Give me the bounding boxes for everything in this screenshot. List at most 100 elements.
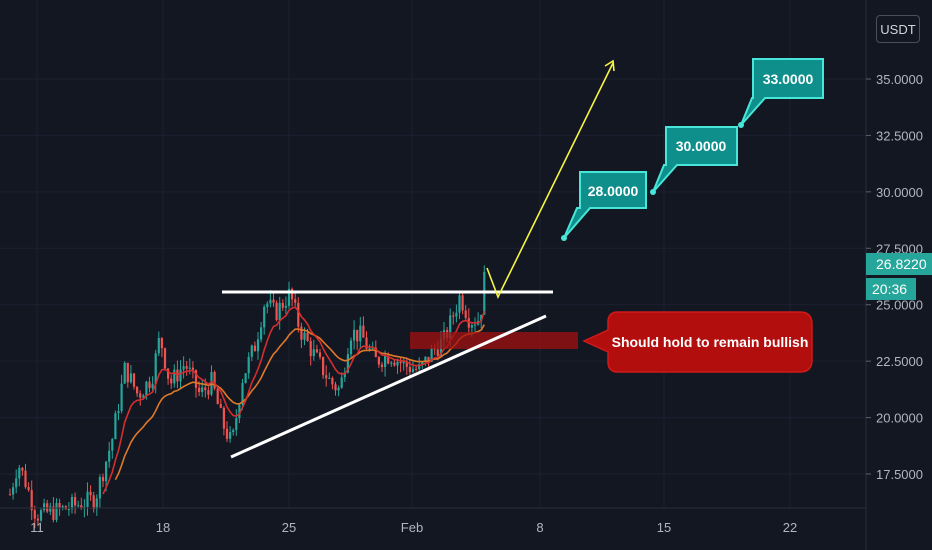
candle [393, 359, 396, 367]
price-tick-label: 27.5000 [876, 241, 923, 256]
candle [77, 500, 80, 509]
candle [101, 473, 105, 488]
candle [467, 308, 470, 334]
candle [142, 393, 145, 398]
target-point-3 [738, 122, 744, 128]
candle [263, 304, 266, 335]
target-point-2 [650, 189, 656, 195]
candle [331, 376, 334, 390]
target-callout-2[interactable]: 30.0000 [650, 126, 738, 195]
ascending-trendline[interactable] [230, 314, 547, 459]
candle [123, 361, 126, 384]
candle [275, 300, 278, 322]
candle [325, 365, 328, 387]
grid-lines [0, 0, 866, 508]
candle [92, 491, 95, 513]
candle [170, 374, 173, 389]
candle [390, 361, 393, 367]
time-axis[interactable]: 11 18 25 Feb 8 15 22 [30, 520, 797, 535]
candle [300, 322, 303, 349]
candle [309, 337, 312, 366]
candle [340, 372, 343, 389]
candle [272, 291, 275, 307]
candle [58, 498, 61, 516]
candle [24, 463, 27, 489]
candle [120, 374, 123, 414]
candle [353, 320, 356, 350]
candle [114, 410, 117, 440]
target-label-1: 28.0000 [588, 183, 639, 199]
candle [232, 428, 235, 436]
price-axis[interactable]: 17.5000 20.0000 22.5000 25.0000 27.5000 30.00… [866, 72, 923, 482]
candle [160, 337, 163, 358]
candle [452, 311, 455, 325]
price-tick-label: 20.0000 [876, 411, 923, 426]
target-callout-1[interactable]: 28.0000 [561, 171, 647, 241]
currency-button[interactable]: USDT [876, 15, 920, 43]
candle [185, 361, 188, 376]
candle [86, 482, 89, 516]
candle [256, 331, 260, 360]
candle [139, 390, 142, 406]
candle [483, 265, 486, 315]
candle [210, 365, 213, 397]
last-price-badge [866, 253, 932, 275]
target-label-2: 30.0000 [676, 138, 727, 154]
candle [39, 507, 43, 523]
target-point-1 [561, 235, 567, 241]
candle [70, 493, 74, 514]
candle [43, 498, 46, 513]
time-tick-label: 8 [536, 520, 543, 535]
moving-averages [102, 306, 486, 495]
candle [12, 482, 15, 500]
candle [8, 488, 12, 496]
support-note-callout[interactable]: Should hold to remain bullish [582, 311, 813, 373]
candle [312, 339, 315, 361]
candle [222, 406, 225, 436]
target-label-3: 33.0000 [763, 71, 814, 87]
price-tick-label: 35.0000 [876, 72, 923, 87]
candle [349, 337, 353, 359]
time-tick-label: 18 [156, 520, 170, 535]
price-tick-label: 17.5000 [876, 467, 923, 482]
candle [322, 356, 325, 379]
candle [287, 281, 291, 309]
candle [297, 297, 300, 333]
price-tick-label: 30.0000 [876, 185, 923, 200]
candle [27, 482, 30, 492]
candle [163, 347, 167, 371]
candle [318, 348, 322, 360]
candle [266, 301, 269, 314]
price-tick-label: 32.5000 [876, 128, 923, 143]
candle [55, 498, 58, 523]
price-tick-label: 22.5000 [876, 354, 923, 369]
candle [136, 386, 139, 397]
candle [343, 367, 346, 382]
countdown-label: 20:36 [872, 281, 907, 297]
candle [33, 505, 36, 529]
countdown-badge [866, 278, 916, 300]
candle [207, 386, 210, 400]
candle [244, 372, 247, 384]
candle [315, 344, 318, 354]
time-tick-label: 11 [30, 520, 44, 535]
candle [458, 291, 461, 320]
projection-path[interactable] [486, 62, 614, 300]
candle [461, 290, 464, 315]
candle [253, 341, 256, 352]
candle [49, 502, 52, 516]
candle [132, 372, 136, 390]
target-callout-3[interactable]: 33.0000 [738, 58, 824, 128]
candle [98, 474, 101, 509]
candle [464, 305, 467, 321]
candle [294, 293, 297, 307]
time-tick-label: 22 [783, 520, 797, 535]
candle [30, 480, 33, 521]
candle [250, 344, 253, 361]
candle [219, 398, 222, 409]
candle [225, 421, 229, 442]
candle [402, 357, 405, 371]
candle [126, 362, 129, 388]
time-tick-label: 25 [282, 520, 296, 535]
